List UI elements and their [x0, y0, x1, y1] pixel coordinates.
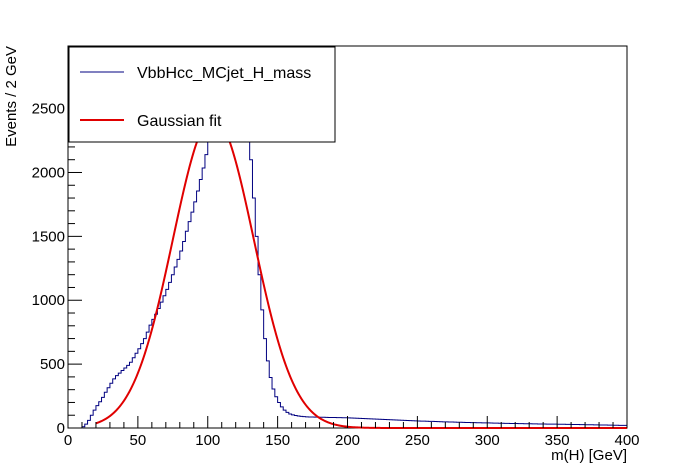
- y-tick-label: 500: [40, 356, 65, 373]
- series-gaussian-fit: [95, 116, 627, 429]
- x-tick-label: 0: [64, 432, 72, 449]
- x-tick-label: 50: [130, 432, 147, 449]
- y-tick-label: 2500: [32, 101, 65, 118]
- series-histogram: [68, 53, 627, 429]
- x-tick-label: 150: [265, 432, 290, 449]
- x-axis: 0 50 100 150 200 250 300 350 400: [64, 416, 640, 449]
- legend-label-histogram: VbbHcc_MCjet_H_mass: [137, 65, 311, 82]
- x-tick-label: 200: [335, 432, 360, 449]
- legend-label-gaussian-fit: Gaussian fit: [137, 113, 222, 130]
- x-tick-label: 300: [475, 432, 500, 449]
- y-tick-label: 0: [57, 420, 65, 437]
- x-tick-label: 100: [195, 432, 220, 449]
- legend: VbbHcc_MCjet_H_mass Gaussian fit: [68, 46, 336, 143]
- x-axis-label: m(H) [GeV]: [551, 447, 627, 464]
- x-tick-label: 350: [545, 432, 570, 449]
- y-tick-label: 1000: [32, 292, 65, 309]
- x-tick-label: 250: [405, 432, 430, 449]
- x-tick-label: 400: [614, 432, 639, 449]
- legend-box: [68, 46, 336, 143]
- y-axis-label: Events / 2 GeV: [3, 46, 20, 147]
- y-tick-label: 1500: [32, 228, 65, 245]
- y-tick-label: 2000: [32, 164, 65, 181]
